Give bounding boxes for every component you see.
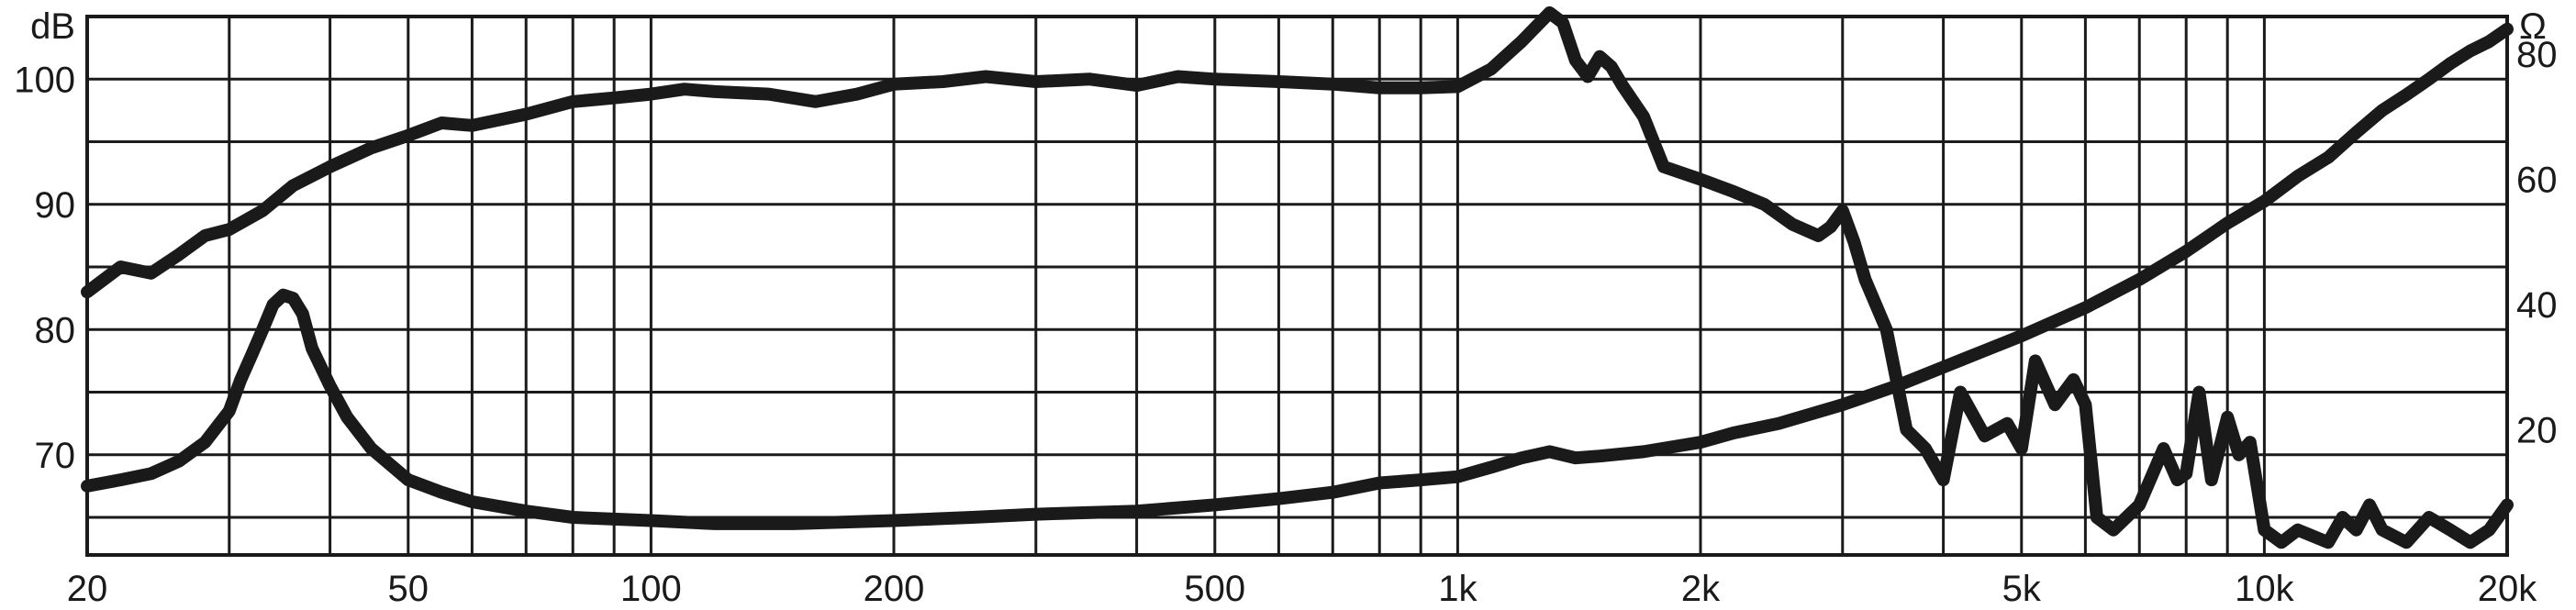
x-tick-label: 1k [1438,569,1478,609]
grid-layer [87,17,2507,555]
x-tick-label: 2k [1681,569,1721,609]
y-left-tick-label: 70 [35,436,76,476]
y-right-unit-label: Ω [2519,6,2547,47]
x-tick-label: 500 [1184,569,1245,609]
plot-frame [85,15,2509,557]
x-tick-label: 100 [620,569,682,609]
x-tick-label: 20 [67,569,108,609]
y-right-tick-label: 40 [2516,285,2558,326]
y-left-unit-label: dB [30,6,75,47]
y-right-tick-label: 60 [2516,160,2558,200]
x-tick-label: 10k [2235,569,2294,609]
x-tick-label: 200 [864,569,925,609]
y-left-tick-label: 80 [35,310,76,350]
y-right-tick-label: 20 [2516,410,2558,450]
spl-curve [81,6,2514,549]
y-left-tick-label: 100 [14,60,75,100]
y-right-tick-label: 80 [2516,35,2558,75]
label-layer: dB Ω 20 50 100 200 500 1k 2k 5k 10k 20k 70 80 90 100 2… [14,6,2557,609]
impedance-curve [81,22,2514,530]
series-layer [81,6,2514,549]
x-tick-label: 50 [388,569,429,609]
y-left-tick-label: 90 [35,185,76,226]
x-tick-label: 5k [2002,569,2042,609]
x-tick-label: 20k [2478,569,2537,609]
